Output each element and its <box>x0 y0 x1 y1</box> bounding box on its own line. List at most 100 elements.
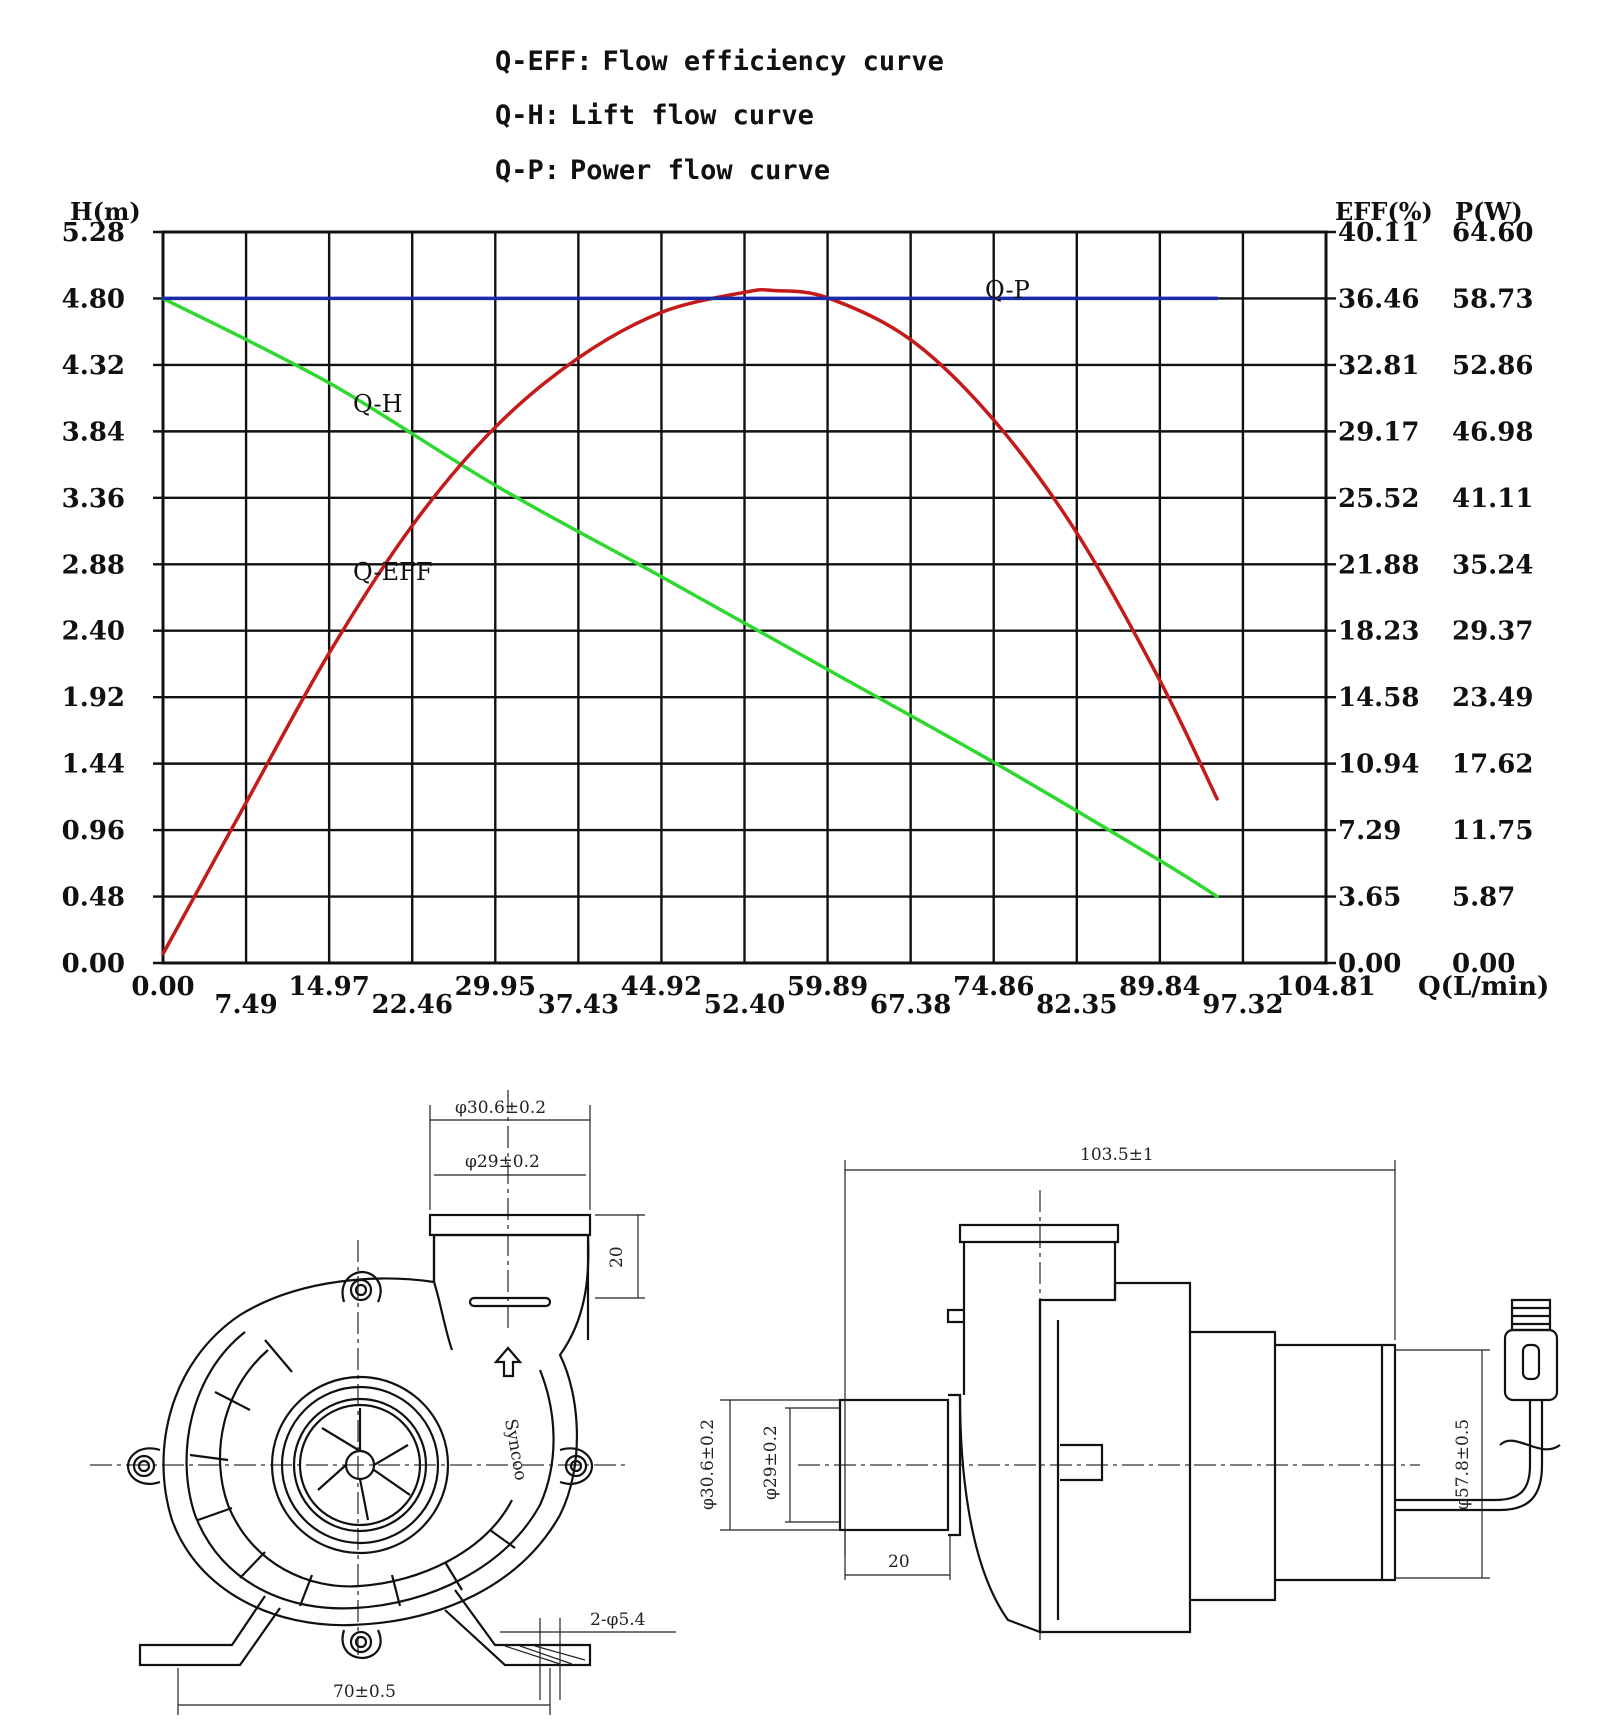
y-tick-label-eff: 32.81 <box>1338 351 1419 381</box>
x-tick-label: 37.43 <box>538 990 619 1020</box>
cable-break-icon <box>1499 1439 1561 1451</box>
x-axis-label: Q(L/min) <box>1418 972 1549 1002</box>
mount-lug-top <box>341 1270 382 1303</box>
outlet-flange <box>428 1213 592 1237</box>
y-tick-label-left: 0.00 <box>62 949 125 979</box>
x-tick-label: 44.92 <box>621 972 702 1002</box>
dim-line-side-inlet-length <box>844 1530 951 1580</box>
y-tick-label-left: 0.48 <box>62 883 125 913</box>
y-tick-label-left: 2.40 <box>62 617 125 647</box>
side-inlet-collar <box>948 1393 962 1537</box>
volute-rim-inner <box>218 1349 513 1588</box>
y-tick-label-left: 3.36 <box>62 484 125 514</box>
dim-line-motor-diameter <box>1395 1349 1490 1579</box>
volute-outline <box>162 1233 590 1627</box>
y-tick-label-eff: 36.46 <box>1338 284 1419 314</box>
y-axis-power-label: P(W) <box>1455 197 1523 226</box>
y-tick-label-power: 35.24 <box>1452 550 1533 580</box>
volute-rim <box>185 1331 555 1610</box>
y-tick-label-left: 4.32 <box>62 351 125 381</box>
mount-lug-right <box>559 1447 594 1485</box>
side-inlet-tube <box>838 1398 950 1532</box>
x-tick-label: 29.95 <box>455 972 536 1002</box>
y-tick-label-eff: 18.23 <box>1338 617 1419 647</box>
side-cable-outer <box>1395 1400 1544 1512</box>
annotation-q-p: Q-P <box>985 276 1030 304</box>
y-axis-eff-label: EFF(%) <box>1335 197 1433 226</box>
annotation-q-eff: Q-EFF <box>353 558 433 586</box>
y-tick-label-power: 58.73 <box>1452 284 1533 314</box>
side-view-drawing: 103.5±1 φ30.6±0.2 φ29±0.2 20 φ57.8±0.5 <box>698 1145 1561 1640</box>
y-tick-label-eff: 7.29 <box>1338 816 1401 846</box>
flow-arrow-icon <box>493 1346 523 1378</box>
dim-motor-diameter: φ57.8±0.5 <box>1453 1419 1473 1510</box>
y-tick-label-eff: 0.00 <box>1338 949 1401 979</box>
outlet-pipe-walls <box>432 1235 590 1340</box>
brand-mark: Syncoo <box>500 1417 530 1482</box>
x-tick-label: 7.49 <box>214 990 277 1020</box>
impeller-outer-ring <box>270 1375 450 1555</box>
x-tick-label: 0.00 <box>131 972 194 1002</box>
y-tick-label-left: 3.84 <box>62 417 125 447</box>
dim-side-outer-diameter: φ30.6±0.2 <box>698 1419 718 1510</box>
x-tick-label: 104.81 <box>1276 972 1376 1002</box>
y-tick-label-left: 1.44 <box>62 750 125 780</box>
dim-side-inlet-length: 20 <box>888 1552 910 1572</box>
annotation-q-h: Q-H <box>353 390 403 418</box>
dim-outer-diameter: φ30.6±0.2 <box>455 1098 546 1118</box>
y-tick-label-power: 17.62 <box>1452 750 1533 780</box>
y-tick-label-left: 2.88 <box>62 550 125 580</box>
dim-mount-spacing: 70±0.5 <box>333 1682 396 1702</box>
impeller-inner-disc <box>298 1403 422 1527</box>
y-tick-label-power: 0.00 <box>1452 949 1515 979</box>
dim-line-overall-length <box>844 1160 1396 1555</box>
x-tick-label: 22.46 <box>372 990 453 1020</box>
y-tick-label-left: 4.80 <box>62 284 125 314</box>
y-tick-label-eff: 25.52 <box>1338 484 1419 514</box>
dim-line-side-outer-diameter <box>720 1399 840 1531</box>
x-tick-label: 89.84 <box>1119 972 1200 1002</box>
connector-body <box>1503 1328 1559 1402</box>
mount-lug-left <box>126 1447 161 1485</box>
side-housing-edges <box>1038 1300 1060 1632</box>
x-tick-label: 52.40 <box>704 990 785 1020</box>
y-tick-label-left: 1.92 <box>62 683 125 713</box>
y-axis-left-label: H(m) <box>70 197 141 226</box>
legend-entry-q-h: Q-H: Lift flow curve <box>495 100 814 131</box>
x-tick-label: 74.86 <box>953 972 1034 1002</box>
side-shaft <box>1060 1443 1104 1482</box>
impeller-blades <box>317 1408 411 1521</box>
impeller-ring <box>280 1385 440 1545</box>
dim-inner-diameter: φ29±0.2 <box>465 1152 540 1172</box>
y-tick-label-power: 11.75 <box>1452 816 1533 846</box>
side-cable <box>1395 1400 1532 1502</box>
connector-thread <box>1510 1298 1552 1332</box>
front-view-drawing: Syncoo <box>90 1090 676 1715</box>
series-line-q-eff <box>161 287 1219 956</box>
y-tick-label-eff: 40.11 <box>1338 218 1419 248</box>
chart-ticks: 0.00 7.49 14.9722.4629.9537.4344.9252.4059… <box>62 218 1534 1020</box>
side-motor-can <box>1275 1343 1397 1582</box>
y-tick-label-power: 41.11 <box>1452 484 1533 514</box>
side-outlet-flange <box>958 1223 1120 1244</box>
y-tick-label-power: 64.60 <box>1452 218 1533 248</box>
bracket-left-foot <box>138 1595 281 1667</box>
dim-mount-holes: 2-φ5.4 <box>590 1610 646 1630</box>
dim-side-inner-diameter: φ29±0.2 <box>761 1425 781 1500</box>
mount-lug-bottom <box>341 1629 382 1660</box>
chart-grid <box>153 230 1336 965</box>
side-volute-body <box>958 1281 1192 1634</box>
y-tick-label-power: 52.86 <box>1452 351 1533 381</box>
x-tick-label: 67.38 <box>870 990 951 1020</box>
volute-inner-edge <box>432 1281 454 1351</box>
plot-frame <box>161 230 1328 965</box>
y-tick-label-power: 46.98 <box>1452 417 1533 447</box>
y-tick-label-eff: 14.58 <box>1338 683 1419 713</box>
dim-overall-length: 103.5±1 <box>1080 1145 1154 1165</box>
dim-line-inlet-length <box>595 1214 645 1299</box>
y-tick-label-power: 5.87 <box>1452 883 1515 913</box>
rim-ribs <box>189 1339 516 1607</box>
connector-slot <box>1521 1343 1541 1381</box>
dim-line-side-inner-diameter <box>785 1407 840 1523</box>
dim-inlet-length: 20 <box>607 1246 627 1268</box>
